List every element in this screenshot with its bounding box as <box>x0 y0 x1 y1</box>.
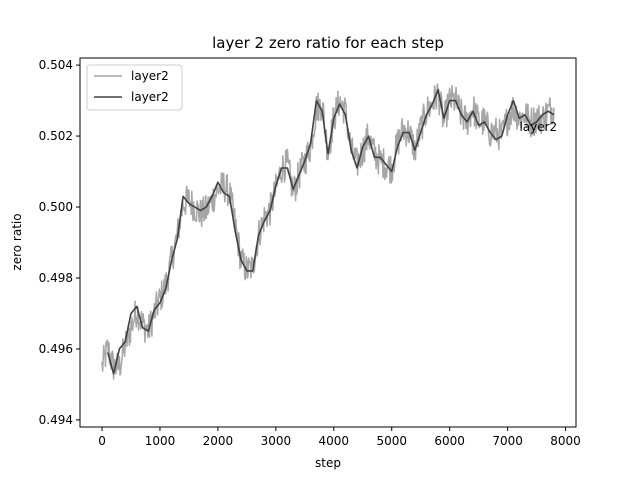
y-tick-label: 0.498 <box>39 271 73 285</box>
x-tick-label: 5000 <box>376 434 407 448</box>
x-tick-label: 3000 <box>261 434 292 448</box>
legend-label-smoothed: layer2 <box>131 90 169 104</box>
series-layer <box>101 83 555 380</box>
x-axis: 0 1000 2000 3000 4000 5000 6000 7000 8000 <box>98 427 581 448</box>
y-tick-label: 0.502 <box>39 129 73 143</box>
x-tick-label: 8000 <box>550 434 581 448</box>
y-axis-label: zero ratio <box>10 213 24 270</box>
y-tick-label: 0.504 <box>39 58 73 72</box>
y-tick-label: 0.496 <box>39 342 73 356</box>
x-tick-label: 4000 <box>319 434 350 448</box>
x-axis-label: step <box>315 456 341 470</box>
annotation-label: layer2 <box>519 120 557 134</box>
x-tick-label: 2000 <box>203 434 234 448</box>
annotations: layer2 <box>519 120 557 134</box>
chart-title: layer 2 zero ratio for each step <box>212 34 444 52</box>
legend: layer2 layer2 <box>86 64 183 111</box>
series-line-raw <box>101 83 555 380</box>
plot-area <box>80 58 576 427</box>
plot-frame <box>79 57 577 428</box>
y-tick-label: 0.494 <box>39 413 73 427</box>
y-tick-label: 0.500 <box>39 200 73 214</box>
y-axis: 0.494 0.496 0.498 0.500 0.502 0.504 <box>39 58 80 427</box>
series-line-smoothed <box>107 89 555 375</box>
x-tick-label: 1000 <box>145 434 176 448</box>
x-tick-label: 7000 <box>492 434 523 448</box>
x-tick-label: 6000 <box>434 434 465 448</box>
x-tick-label: 0 <box>98 434 106 448</box>
legend-label-raw: layer2 <box>131 69 169 83</box>
